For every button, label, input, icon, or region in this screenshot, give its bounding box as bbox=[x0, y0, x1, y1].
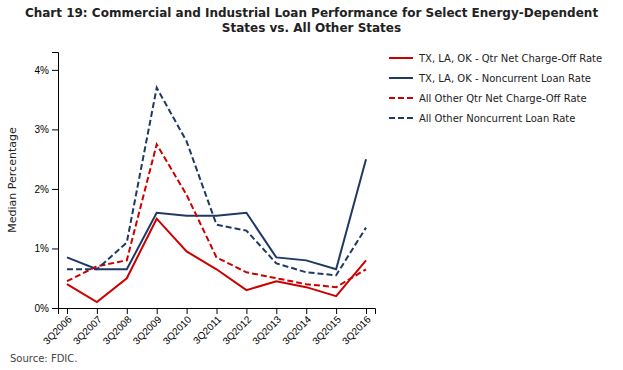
x-tick: 3Q2013 bbox=[250, 308, 283, 347]
legend-label: All Other Qtr Net Charge-Off Rate bbox=[419, 93, 587, 104]
y-tick-mark bbox=[52, 189, 58, 190]
x-tick: 3Q2008 bbox=[101, 308, 134, 347]
y-tick-label: 4% bbox=[35, 65, 50, 76]
x-tick: 3Q2015 bbox=[310, 308, 343, 347]
legend-label: TX, LA, OK - Noncurrent Loan Rate bbox=[418, 73, 591, 84]
x-tick-label: 3Q2011 bbox=[191, 313, 224, 346]
y-tick-label: 2% bbox=[35, 184, 50, 195]
x-tick-label: 3Q2007 bbox=[71, 313, 104, 346]
series-line bbox=[67, 88, 366, 276]
x-tick-label: 3Q2013 bbox=[250, 313, 283, 346]
x-tick-mark bbox=[67, 308, 68, 314]
x-tick: 3Q2007 bbox=[71, 308, 104, 347]
y-axis-title: Median Percentage bbox=[6, 127, 19, 233]
annotation: Source: FDIC. bbox=[10, 353, 77, 364]
y-tick: 4% bbox=[35, 65, 58, 76]
x-tick-mark bbox=[336, 308, 337, 314]
x-tick-label: 3Q2009 bbox=[131, 313, 164, 346]
legend: TX, LA, OK - Qtr Net Charge-Off Rate TX, … bbox=[389, 53, 602, 124]
title: Chart 19: Commercial and Industrial Loan… bbox=[25, 6, 599, 35]
y-tick-label: 1% bbox=[35, 243, 50, 254]
y-axis-line bbox=[52, 53, 59, 309]
y-tick: 2% bbox=[35, 184, 58, 195]
x-tick: 3Q2010 bbox=[161, 308, 194, 347]
x-tick-mark bbox=[157, 308, 158, 314]
x-tick-mark bbox=[246, 308, 247, 314]
x-tick: 3Q2012 bbox=[220, 308, 253, 347]
legend-item: All Other Qtr Net Charge-Off Rate bbox=[389, 93, 587, 104]
legend-item: TX, LA, OK - Noncurrent Loan Rate bbox=[389, 73, 591, 84]
x-tick-label: 3Q2012 bbox=[220, 313, 253, 346]
x-tick-label: 3Q2016 bbox=[340, 313, 373, 346]
x-tick-mark bbox=[366, 308, 367, 314]
y-tick-mark bbox=[52, 129, 58, 130]
legend-swatch bbox=[389, 77, 413, 79]
x-tick-label: 3Q2010 bbox=[161, 313, 194, 346]
legend-label: All Other Noncurrent Loan Rate bbox=[419, 113, 575, 124]
plot: 0% 1% 2% 3% 4% 3Q20063Q20073Q20083Q20093Q2010… bbox=[6, 53, 376, 347]
y-tick-mark bbox=[52, 308, 58, 309]
legend-swatch bbox=[389, 57, 413, 59]
x-tick-label: 3Q2008 bbox=[101, 313, 134, 346]
x-tick-mark bbox=[217, 308, 218, 314]
x-tick-mark bbox=[127, 308, 128, 314]
x-tick: 3Q2011 bbox=[191, 308, 224, 346]
series-line bbox=[67, 144, 366, 287]
title-line: Chart 19: Commercial and Industrial Loan… bbox=[25, 6, 599, 20]
x-tick-mark bbox=[97, 308, 98, 314]
legend-item: TX, LA, OK - Qtr Net Charge-Off Rate bbox=[389, 53, 602, 64]
x-tick-label: 3Q2015 bbox=[310, 313, 343, 346]
x-tick: 3Q2016 bbox=[340, 308, 373, 347]
x-axis: 3Q20063Q20073Q20083Q20093Q20103Q20113Q20… bbox=[41, 308, 376, 347]
x-tick-mark bbox=[276, 308, 277, 314]
x-axis-line bbox=[59, 309, 376, 315]
x-tick-mark bbox=[187, 308, 188, 314]
chart: Chart 19: Commercial and Industrial Loan… bbox=[0, 0, 623, 370]
x-tick-label: 3Q2014 bbox=[280, 313, 313, 346]
y-tick: 1% bbox=[35, 243, 58, 254]
legend-swatch bbox=[389, 117, 413, 119]
legend-swatch bbox=[389, 97, 413, 99]
x-tick-label: 3Q2006 bbox=[41, 313, 74, 346]
x-tick: 3Q2009 bbox=[131, 308, 164, 347]
legend-label: TX, LA, OK - Qtr Net Charge-Off Rate bbox=[418, 53, 602, 64]
y-axis: 0% 1% 2% 3% 4% bbox=[35, 53, 59, 314]
y-tick-label: 0% bbox=[35, 303, 50, 314]
x-tick: 3Q2014 bbox=[280, 308, 313, 347]
lines bbox=[67, 88, 366, 302]
y-tick: 0% bbox=[35, 303, 58, 314]
x-tick-mark bbox=[306, 308, 307, 314]
y-tick: 3% bbox=[35, 124, 58, 135]
y-tick-mark bbox=[52, 248, 58, 249]
y-tick-label: 3% bbox=[35, 124, 50, 135]
series-line bbox=[67, 219, 366, 302]
legend-item: All Other Noncurrent Loan Rate bbox=[389, 113, 575, 124]
title-line: States vs. All Other States bbox=[222, 21, 401, 35]
y-tick-mark bbox=[52, 70, 58, 71]
x-tick: 3Q2006 bbox=[41, 308, 74, 347]
series-line bbox=[67, 159, 366, 269]
